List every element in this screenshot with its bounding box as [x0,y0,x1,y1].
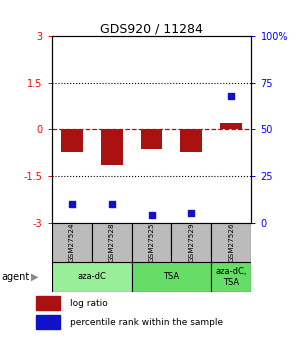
Title: GDS920 / 11284: GDS920 / 11284 [100,22,203,35]
Text: log ratio: log ratio [70,299,108,308]
Point [69,201,74,207]
Text: ▶: ▶ [31,272,38,282]
Bar [132,223,171,262]
Bar [181,129,202,152]
Bar [36,315,59,329]
Point [109,201,114,207]
Bar [221,122,242,129]
Text: agent: agent [2,272,30,282]
Bar [141,129,162,149]
Text: percentile rank within the sample: percentile rank within the sample [70,318,223,327]
Bar [52,262,132,292]
Bar [36,296,59,310]
Point [229,93,234,99]
Bar [171,223,211,262]
Text: GSM27524: GSM27524 [68,223,75,262]
Bar [211,262,251,292]
Text: aza-dC,
TSA: aza-dC, TSA [216,267,247,287]
Text: GSM27529: GSM27529 [188,223,195,262]
Bar [101,129,122,165]
Point [189,210,194,216]
Text: TSA: TSA [163,272,180,282]
Text: GSM27525: GSM27525 [148,223,155,262]
Text: aza-dC: aza-dC [77,272,106,282]
Bar [132,262,211,292]
Bar [211,223,251,262]
Text: GSM27526: GSM27526 [228,223,235,262]
Text: GSM27528: GSM27528 [108,223,115,262]
Bar [92,223,132,262]
Bar [61,129,82,152]
Point [149,212,154,218]
Bar [52,223,92,262]
